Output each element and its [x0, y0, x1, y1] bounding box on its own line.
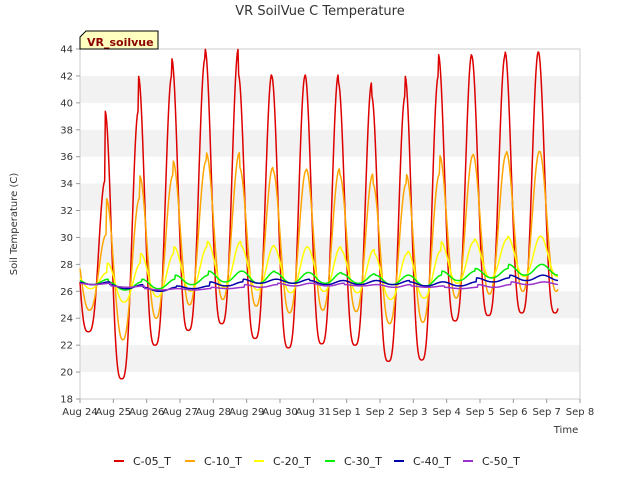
y-tick-label: 44: [60, 45, 73, 56]
x-tick-label: Sep 7: [532, 407, 560, 418]
y-tick-label: 36: [60, 152, 73, 163]
y-axis: 18 20 22 24 26 28 30 32 34 36 38 40 42 44: [60, 45, 80, 406]
series-line-c-10-t: [79, 150, 559, 341]
y-tick-label: 34: [60, 179, 73, 190]
legend-label: C-10_T: [204, 455, 242, 468]
x-tick-label: Aug 30: [262, 407, 297, 418]
series-line-c-30-t: [79, 263, 559, 291]
station-tag: VR_soilvue: [79, 30, 159, 50]
x-tick-label: Sep 5: [466, 407, 494, 418]
legend-item: C-20_T: [254, 455, 311, 468]
legend: C-05_T C-10_T C-20_T C-30_T C-40_T C-50_T: [114, 455, 520, 468]
x-tick-label: Sep 3: [399, 407, 427, 418]
x-tick-label: Aug 27: [162, 407, 197, 418]
x-tick-label: Aug 28: [196, 407, 231, 418]
legend-item: C-30_T: [325, 455, 382, 468]
x-tick-label: Aug 25: [96, 407, 131, 418]
grid-band: [80, 345, 580, 373]
x-tick-label: Sep 6: [499, 407, 527, 418]
legend-item: C-05_T: [114, 455, 171, 468]
grid-band: [80, 183, 580, 211]
series-line-c-50-t: [79, 281, 559, 291]
grid-bands: [80, 75, 580, 373]
y-tick-label: 28: [60, 260, 73, 271]
y-axis-label: Soil Temperature (C): [9, 173, 20, 276]
legend-label: C-30_T: [344, 455, 382, 468]
x-tick-label: Aug 26: [129, 407, 164, 418]
station-tag-label: VR_soilvue: [87, 36, 154, 49]
legend-item: C-40_T: [394, 455, 451, 468]
y-tick-label: 24: [60, 314, 73, 325]
y-tick-label: 18: [60, 395, 73, 406]
y-tick-label: 22: [60, 341, 73, 352]
y-tick-label: 20: [60, 368, 73, 379]
series-line-c-05-t: [79, 48, 559, 380]
legend-label: C-50_T: [482, 455, 520, 468]
legend-label: C-40_T: [413, 455, 451, 468]
grid-band: [80, 75, 580, 103]
grid-band: [80, 291, 580, 319]
x-tick-label: Aug 29: [229, 407, 264, 418]
legend-label: C-20_T: [273, 455, 311, 468]
y-tick-label: 26: [60, 287, 73, 298]
x-tick-label: Aug 31: [296, 407, 331, 418]
series-line-c-40-t: [79, 274, 559, 293]
x-tick-label: Aug 24: [62, 407, 97, 418]
legend-label: C-05_T: [133, 455, 171, 468]
x-tick-label: Sep 4: [432, 407, 460, 418]
series-lines: [79, 48, 559, 380]
y-tick-label: 38: [60, 125, 73, 136]
legend-item: C-10_T: [185, 455, 242, 468]
y-tick-label: 42: [60, 71, 73, 82]
x-axis-label: Time: [553, 425, 578, 436]
grid-band: [80, 129, 580, 157]
plot-area-border: [79, 48, 581, 400]
y-tick-label: 40: [60, 98, 73, 109]
x-tick-label: Sep 2: [366, 407, 394, 418]
legend-item: C-50_T: [463, 455, 520, 468]
station-tag-box: [79, 30, 159, 50]
y-tick-label: 30: [60, 233, 73, 244]
y-tick-label: 32: [60, 206, 73, 217]
x-tick-label: Sep 8: [566, 407, 594, 418]
chart-title: VR SoilVue C Temperature: [235, 4, 404, 19]
x-tick-label: Sep 1: [332, 407, 360, 418]
